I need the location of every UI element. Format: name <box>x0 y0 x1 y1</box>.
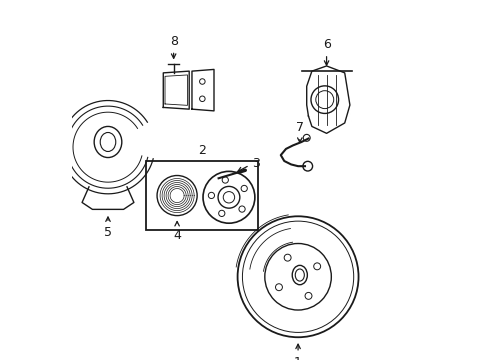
Bar <box>146 161 258 230</box>
Text: 4: 4 <box>173 229 181 242</box>
Text: 6: 6 <box>322 38 330 51</box>
Text: 2: 2 <box>198 144 205 157</box>
Text: 3: 3 <box>252 157 260 170</box>
Text: 5: 5 <box>104 226 112 239</box>
Text: 1: 1 <box>293 356 302 360</box>
Text: 8: 8 <box>169 35 177 48</box>
Text: 7: 7 <box>295 121 303 134</box>
